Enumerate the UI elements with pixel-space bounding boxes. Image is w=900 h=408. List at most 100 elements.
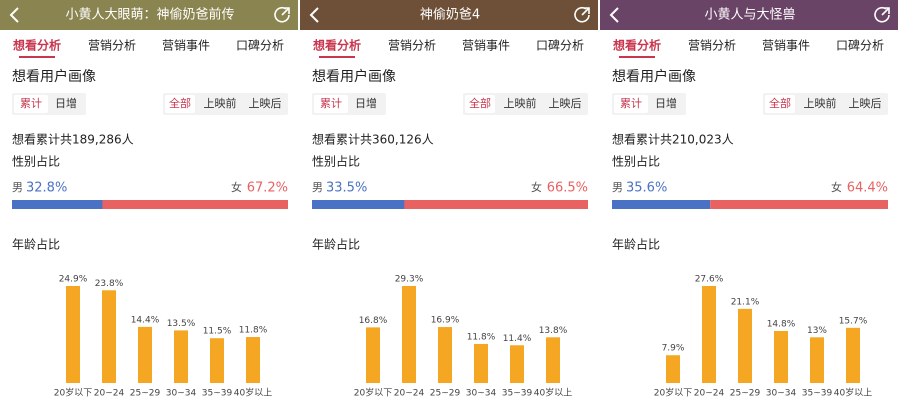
x-tick-label: 40岁以上 bbox=[234, 387, 272, 399]
mode-tab[interactable]: 日增 bbox=[655, 96, 677, 110]
gender-value: 67.2% bbox=[247, 181, 288, 196]
bar-value-label: 11.8% bbox=[239, 326, 268, 336]
time-tab[interactable]: 全部 bbox=[769, 96, 791, 110]
time-tab[interactable]: 上映前 bbox=[204, 96, 237, 110]
bar bbox=[246, 337, 260, 383]
bar-value-label: 15.7% bbox=[839, 316, 868, 326]
time-tab[interactable]: 上映后 bbox=[849, 97, 882, 110]
panel-divider bbox=[298, 0, 302, 408]
bar bbox=[738, 308, 752, 383]
bar-value-label: 27.6% bbox=[695, 275, 724, 285]
bar-value-label: 24.9% bbox=[59, 275, 88, 285]
time-tab[interactable]: 上映前 bbox=[804, 96, 837, 110]
mode-tab[interactable]: 累计 bbox=[620, 97, 642, 110]
time-tab[interactable]: 全部 bbox=[169, 96, 191, 110]
nav-tab[interactable]: 口碑分析 bbox=[836, 38, 884, 53]
time-tab-active-bg bbox=[465, 95, 495, 113]
section-title: 想看用户画像 bbox=[612, 68, 696, 85]
nav-tab[interactable]: 想看分析 bbox=[612, 38, 661, 53]
x-tick-label: 25~29 bbox=[130, 389, 161, 399]
bar bbox=[138, 326, 152, 383]
nav-tab[interactable]: 口碑分析 bbox=[536, 38, 584, 53]
mode-tab[interactable]: 日增 bbox=[55, 96, 77, 110]
time-tab[interactable]: 上映前 bbox=[504, 96, 537, 110]
bar-value-label: 29.3% bbox=[395, 275, 424, 285]
bar-value-label: 7.9% bbox=[662, 344, 685, 354]
bar-value-label: 13.8% bbox=[539, 326, 568, 336]
bar bbox=[702, 286, 716, 383]
section-title: 想看用户画像 bbox=[312, 68, 396, 85]
nav-tab[interactable]: 营销分析 bbox=[688, 39, 736, 53]
time-tab[interactable]: 上映后 bbox=[549, 97, 582, 110]
bar-value-label: 14.4% bbox=[131, 315, 160, 325]
nav-tab[interactable]: 营销分析 bbox=[88, 39, 136, 53]
gender-label: 男 bbox=[612, 181, 623, 194]
back-button[interactable] bbox=[609, 7, 619, 23]
bar bbox=[666, 355, 680, 383]
share-button[interactable] bbox=[274, 6, 290, 23]
mode-tab[interactable]: 累计 bbox=[20, 97, 42, 110]
header-bar bbox=[600, 0, 898, 30]
nav-tab[interactable]: 营销事件 bbox=[462, 39, 510, 53]
header-title: 神偷奶爸4 bbox=[420, 8, 480, 23]
header-bar bbox=[0, 0, 298, 30]
gender-bar bbox=[102, 200, 288, 209]
gender-value: 64.4% bbox=[847, 181, 888, 196]
x-tick-label: 30~34 bbox=[766, 389, 797, 399]
chart-title: 年龄占比 bbox=[312, 237, 360, 252]
tab-underline bbox=[619, 56, 655, 58]
bar bbox=[66, 286, 80, 383]
bar bbox=[546, 337, 560, 383]
bar bbox=[474, 343, 488, 383]
share-button[interactable] bbox=[874, 6, 890, 23]
tab-underline bbox=[19, 56, 55, 58]
nav-tab[interactable]: 口碑分析 bbox=[236, 38, 284, 53]
x-tick-label: 35~39 bbox=[502, 389, 533, 399]
bar bbox=[438, 327, 452, 383]
chart-title: 年龄占比 bbox=[612, 237, 660, 252]
total-count: 想看累计共189,286人 bbox=[12, 132, 134, 147]
x-tick-label: 20岁以下 bbox=[354, 387, 392, 399]
back-button[interactable] bbox=[9, 7, 19, 23]
section-title: 想看用户画像 bbox=[12, 68, 96, 85]
x-tick-label: 20~24 bbox=[94, 389, 125, 399]
x-tick-label: 20岁以下 bbox=[54, 387, 92, 399]
gender-value: 33.5% bbox=[326, 181, 367, 196]
bar bbox=[174, 330, 188, 383]
gender-bar bbox=[710, 200, 888, 209]
gender-bar bbox=[404, 200, 588, 209]
back-button[interactable] bbox=[309, 7, 319, 23]
gender-bar bbox=[612, 200, 711, 209]
mode-tab[interactable]: 累计 bbox=[320, 97, 342, 110]
gender-title: 性别占比 bbox=[12, 154, 60, 169]
total-count: 想看累计共210,023人 bbox=[612, 132, 734, 147]
bar bbox=[402, 286, 416, 383]
nav-tab[interactable]: 营销事件 bbox=[762, 39, 810, 53]
gender-value: 35.6% bbox=[626, 181, 667, 196]
mode-tab[interactable]: 日增 bbox=[355, 96, 377, 110]
x-tick-label: 20岁以下 bbox=[654, 387, 692, 399]
nav-tab[interactable]: 营销分析 bbox=[388, 39, 436, 53]
bar-value-label: 16.8% bbox=[359, 316, 388, 326]
mode-tab-active-bg bbox=[14, 95, 48, 113]
bar-value-label: 13% bbox=[807, 326, 827, 336]
x-tick-label: 35~39 bbox=[202, 389, 233, 399]
bar bbox=[366, 327, 380, 383]
share-button[interactable] bbox=[574, 6, 590, 23]
time-tab[interactable]: 上映后 bbox=[249, 97, 282, 110]
nav-tab[interactable]: 营销事件 bbox=[162, 39, 210, 53]
x-tick-label: 30~34 bbox=[466, 389, 497, 399]
x-tick-label: 25~29 bbox=[730, 389, 761, 399]
gender-value: 66.5% bbox=[547, 181, 588, 196]
bar bbox=[774, 330, 788, 383]
time-tab[interactable]: 全部 bbox=[469, 96, 491, 110]
nav-tab[interactable]: 想看分析 bbox=[12, 38, 61, 53]
bar-value-label: 11.4% bbox=[503, 334, 532, 344]
gender-bar bbox=[12, 200, 103, 209]
bar bbox=[210, 338, 224, 383]
nav-tab[interactable]: 想看分析 bbox=[312, 38, 361, 53]
x-tick-label: 30~34 bbox=[166, 389, 197, 399]
